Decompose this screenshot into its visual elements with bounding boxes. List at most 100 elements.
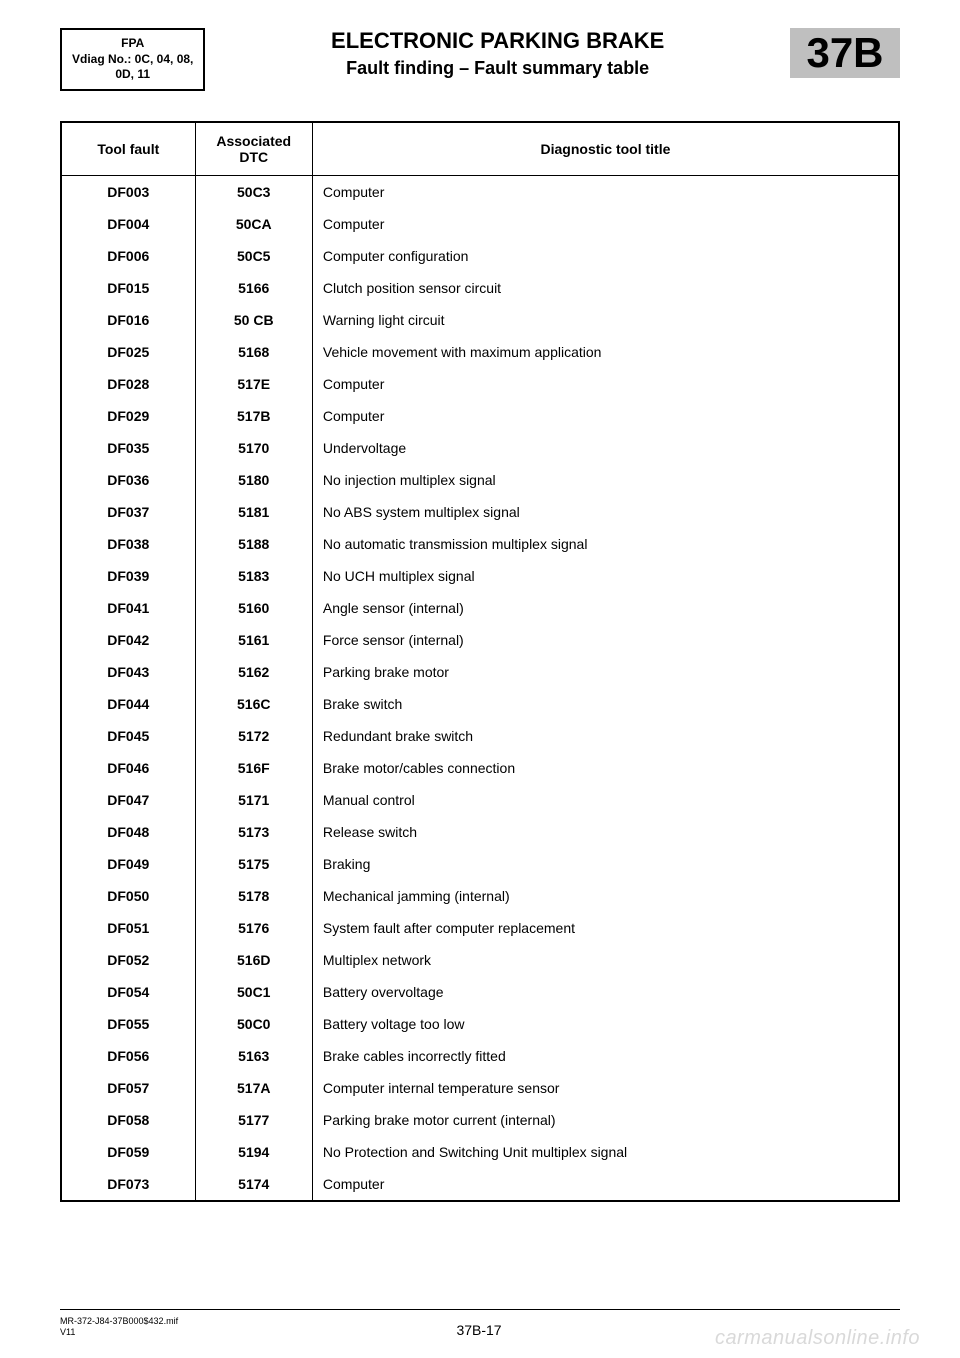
cell-tool-fault: DF042 [61, 624, 195, 656]
cell-associated-dtc: 50CA [195, 208, 312, 240]
cell-tool-fault: DF044 [61, 688, 195, 720]
cell-associated-dtc: 5194 [195, 1136, 312, 1168]
table-header-row: Tool fault Associated DTC Diagnostic too… [61, 122, 899, 176]
cell-tool-fault: DF057 [61, 1072, 195, 1104]
cell-associated-dtc: 50 CB [195, 304, 312, 336]
cell-associated-dtc: 516F [195, 752, 312, 784]
table-row: DF00450CAComputer [61, 208, 899, 240]
cell-diagnostic-title: Computer configuration [312, 240, 899, 272]
cell-associated-dtc: 50C3 [195, 175, 312, 208]
footer-ref: MR-372-J84-37B000$432.mif V11 [60, 1316, 178, 1338]
table-row: DF0355170Undervoltage [61, 432, 899, 464]
cell-tool-fault: DF039 [61, 560, 195, 592]
cell-associated-dtc: 5173 [195, 816, 312, 848]
title-sub: Fault finding – Fault summary table [215, 58, 780, 79]
cell-associated-dtc: 5181 [195, 496, 312, 528]
cell-associated-dtc: 50C1 [195, 976, 312, 1008]
cell-associated-dtc: 516C [195, 688, 312, 720]
col-header-tool-fault: Tool fault [61, 122, 195, 176]
cell-tool-fault: DF058 [61, 1104, 195, 1136]
cell-associated-dtc: 5176 [195, 912, 312, 944]
table-row: DF0435162Parking brake motor [61, 656, 899, 688]
cell-diagnostic-title: Brake cables incorrectly fitted [312, 1040, 899, 1072]
cell-diagnostic-title: Clutch position sensor circuit [312, 272, 899, 304]
page-number: 37B-17 [178, 1322, 780, 1338]
cell-associated-dtc: 5162 [195, 656, 312, 688]
cell-associated-dtc: 5168 [195, 336, 312, 368]
cell-tool-fault: DF003 [61, 175, 195, 208]
cell-tool-fault: DF055 [61, 1008, 195, 1040]
cell-associated-dtc: 5171 [195, 784, 312, 816]
table-body: DF00350C3ComputerDF00450CAComputerDF0065… [61, 175, 899, 1201]
table-row: DF00650C5Computer configuration [61, 240, 899, 272]
cell-tool-fault: DF051 [61, 912, 195, 944]
cell-associated-dtc: 5174 [195, 1168, 312, 1201]
table-row: DF044516CBrake switch [61, 688, 899, 720]
cell-diagnostic-title: Computer [312, 368, 899, 400]
table-row: DF0415160Angle sensor (internal) [61, 592, 899, 624]
cell-tool-fault: DF025 [61, 336, 195, 368]
cell-tool-fault: DF035 [61, 432, 195, 464]
cell-diagnostic-title: Battery overvoltage [312, 976, 899, 1008]
footer-ref-line1: MR-372-J84-37B000$432.mif [60, 1316, 178, 1327]
table-row: DF0475171Manual control [61, 784, 899, 816]
table-row: DF0595194No Protection and Switching Uni… [61, 1136, 899, 1168]
cell-diagnostic-title: No Protection and Switching Unit multipl… [312, 1136, 899, 1168]
table-row: DF0735174Computer [61, 1168, 899, 1201]
cell-tool-fault: DF037 [61, 496, 195, 528]
table-row: DF0495175Braking [61, 848, 899, 880]
cell-diagnostic-title: Computer [312, 175, 899, 208]
table-row: DF0485173Release switch [61, 816, 899, 848]
cell-associated-dtc: 5177 [195, 1104, 312, 1136]
table-row: DF0505178Mechanical jamming (internal) [61, 880, 899, 912]
table-row: DF0365180No injection multiplex signal [61, 464, 899, 496]
cell-diagnostic-title: Computer [312, 400, 899, 432]
cell-associated-dtc: 50C5 [195, 240, 312, 272]
cell-associated-dtc: 5188 [195, 528, 312, 560]
cell-tool-fault: DF054 [61, 976, 195, 1008]
info-box-line2: Vdiag No.: 0C, 04, 08, [72, 52, 193, 68]
cell-tool-fault: DF047 [61, 784, 195, 816]
cell-diagnostic-title: Computer [312, 208, 899, 240]
cell-diagnostic-title: No UCH multiplex signal [312, 560, 899, 592]
cell-tool-fault: DF049 [61, 848, 195, 880]
cell-diagnostic-title: Vehicle movement with maximum applicatio… [312, 336, 899, 368]
cell-associated-dtc: 5163 [195, 1040, 312, 1072]
cell-diagnostic-title: Computer internal temperature sensor [312, 1072, 899, 1104]
table-row: DF0515176System fault after computer rep… [61, 912, 899, 944]
cell-tool-fault: DF048 [61, 816, 195, 848]
cell-tool-fault: DF073 [61, 1168, 195, 1201]
col-header-diagnostic-title: Diagnostic tool title [312, 122, 899, 176]
cell-diagnostic-title: No ABS system multiplex signal [312, 496, 899, 528]
cell-tool-fault: DF004 [61, 208, 195, 240]
cell-tool-fault: DF016 [61, 304, 195, 336]
cell-tool-fault: DF052 [61, 944, 195, 976]
cell-diagnostic-title: Parking brake motor [312, 656, 899, 688]
cell-diagnostic-title: Force sensor (internal) [312, 624, 899, 656]
cell-tool-fault: DF036 [61, 464, 195, 496]
table-row: DF0425161Force sensor (internal) [61, 624, 899, 656]
cell-associated-dtc: 5166 [195, 272, 312, 304]
cell-tool-fault: DF046 [61, 752, 195, 784]
cell-diagnostic-title: Release switch [312, 816, 899, 848]
col-header-associated-dtc: Associated DTC [195, 122, 312, 176]
cell-tool-fault: DF028 [61, 368, 195, 400]
cell-diagnostic-title: No automatic transmission multiplex sign… [312, 528, 899, 560]
info-box: FPA Vdiag No.: 0C, 04, 08, 0D, 11 [60, 28, 205, 91]
cell-diagnostic-title: Battery voltage too low [312, 1008, 899, 1040]
cell-diagnostic-title: Computer [312, 1168, 899, 1201]
cell-diagnostic-title: Brake motor/cables connection [312, 752, 899, 784]
cell-tool-fault: DF006 [61, 240, 195, 272]
cell-diagnostic-title: Mechanical jamming (internal) [312, 880, 899, 912]
cell-diagnostic-title: Angle sensor (internal) [312, 592, 899, 624]
table-row: DF0255168Vehicle movement with maximum a… [61, 336, 899, 368]
cell-associated-dtc: 5160 [195, 592, 312, 624]
table-row: DF05550C0Battery voltage too low [61, 1008, 899, 1040]
info-box-line3: 0D, 11 [72, 67, 193, 83]
cell-associated-dtc: 5170 [195, 432, 312, 464]
cell-diagnostic-title: Multiplex network [312, 944, 899, 976]
cell-associated-dtc: 5178 [195, 880, 312, 912]
table-row: DF00350C3Computer [61, 175, 899, 208]
cell-associated-dtc: 517A [195, 1072, 312, 1104]
section-code-box: 37B [790, 28, 900, 78]
